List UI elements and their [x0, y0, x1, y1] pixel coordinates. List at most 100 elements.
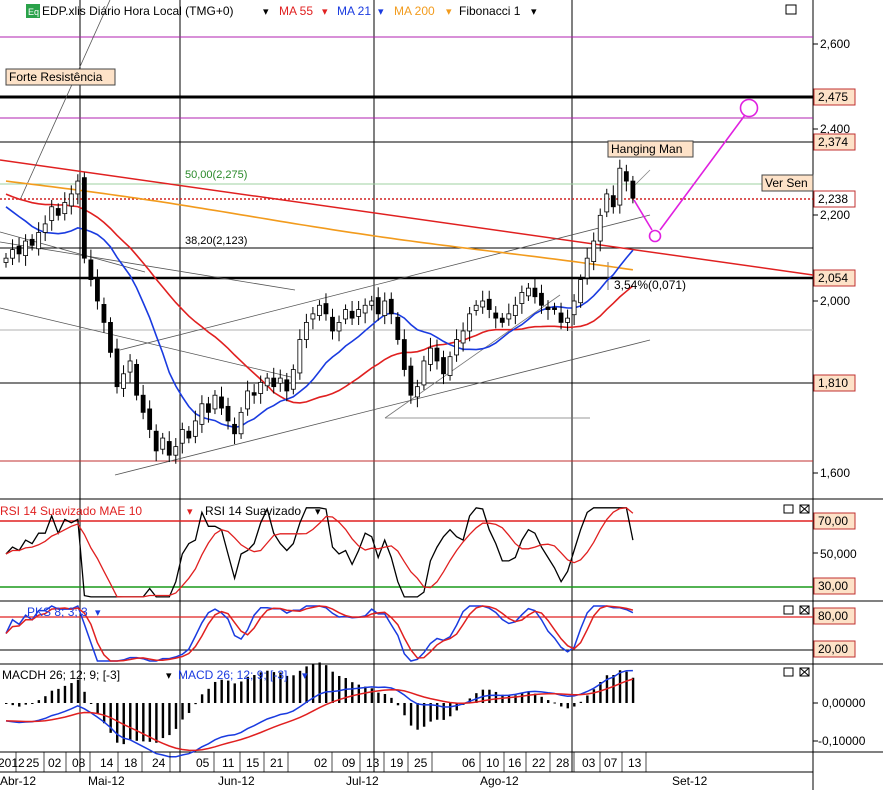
candle: [454, 329, 459, 362]
pks-panel: PKS 8; 3; 3 ▾ 80,00 20,00: [0, 604, 856, 662]
day-label: 25: [414, 756, 428, 770]
macd-hist-bar: [520, 693, 524, 703]
level-label: 2,374: [818, 135, 848, 149]
maximize-icon[interactable]: [785, 4, 797, 15]
ma21-path: [5, 206, 634, 429]
day-label: 15: [246, 756, 260, 770]
ma21-legend[interactable]: MA 21: [337, 4, 371, 18]
rsi-panel: RSI 14 Suavizado MAE 10 ▾ RSI 14 Suaviza…: [0, 504, 857, 598]
day-label: 11: [222, 756, 235, 770]
candle: [571, 294, 577, 325]
pks-close-icon[interactable]: [799, 605, 810, 615]
macdh-legend[interactable]: MACDH 26; 12; 9; [-3]: [2, 668, 120, 682]
macd-hist-bar: [116, 703, 119, 743]
candle: [539, 284, 544, 314]
candle: [290, 364, 296, 395]
candle: [251, 384, 257, 404]
candle: [369, 295, 375, 311]
macd-maximize-icon[interactable]: [783, 667, 794, 677]
ma200-legend[interactable]: MA 200: [394, 4, 435, 18]
forte-resistencia-label: Forte Resistência: [5, 68, 116, 86]
candle: [245, 380, 251, 416]
candle: [75, 174, 81, 205]
symbol-dropdown-icon[interactable]: ▾: [263, 6, 269, 18]
candle: [356, 301, 362, 325]
rsi-legend[interactable]: RSI 14 Suavizado: [205, 504, 301, 518]
axis-label: 1,600: [820, 466, 850, 480]
ma55-line: [5, 193, 634, 404]
macd-hist-bar: [272, 672, 276, 703]
candle: [147, 400, 153, 439]
candle: [428, 337, 433, 372]
pks-dropdown-icon[interactable]: ▾: [95, 607, 101, 619]
candle: [467, 306, 473, 342]
macdh-dropdown-icon[interactable]: ▾: [166, 670, 172, 682]
time-axis: 2012 25 02 08 14 18 24 05 11 15 21 02 09 13 19 25 06 10 16…: [0, 752, 708, 788]
eq-badge: [26, 4, 40, 18]
candle: [545, 300, 551, 320]
fibonacci-legend[interactable]: Fibonacci 1: [459, 4, 521, 18]
pks-legend[interactable]: PKS 8; 3; 3: [27, 605, 88, 619]
ma21-dropdown-icon[interactable]: ▾: [378, 6, 384, 18]
candle: [395, 312, 401, 345]
candle: [160, 432, 166, 455]
macd-hist-bar: [246, 676, 250, 703]
month-label: Jun-12: [218, 774, 255, 788]
macd-hist-bar: [442, 703, 445, 720]
candle: [330, 308, 335, 340]
macd-hist-bar: [403, 703, 406, 716]
macd-dropdown-icon[interactable]: ▾: [302, 670, 308, 682]
macd-hist-bar: [305, 666, 308, 703]
candle: [382, 292, 388, 325]
day-label: 25: [26, 756, 40, 770]
rsi-mae-legend[interactable]: RSI 14 Suavizado MAE 10: [0, 504, 142, 518]
symbol-title[interactable]: EDP.xlis Diário Hora Local (TMG+0): [42, 4, 234, 18]
macd-hist-bar: [488, 689, 491, 703]
rsi-dropdown-icon[interactable]: ▾: [315, 506, 321, 518]
macd-close-icon[interactable]: [799, 667, 810, 677]
axis-label: 2,000: [820, 294, 850, 308]
hanging-man-label: Hanging Man: [607, 140, 694, 158]
ma55-legend[interactable]: MA 55: [279, 4, 313, 18]
candle: [493, 306, 499, 329]
ma200-dropdown-icon[interactable]: ▾: [446, 6, 452, 18]
candle: [401, 329, 407, 377]
ma55-dropdown-icon[interactable]: ▾: [322, 6, 328, 18]
day-label: 02: [314, 756, 328, 770]
macd-hist-bar: [57, 688, 60, 703]
macd-hist-bar: [351, 682, 354, 703]
svg-text:Ver Sen: Ver Sen: [765, 176, 808, 190]
candle: [578, 274, 584, 308]
macd-hist-bar: [220, 679, 223, 703]
macd-hist-bar: [318, 662, 321, 703]
pks-maximize-icon[interactable]: [783, 605, 794, 615]
macd-hist-bar: [514, 695, 517, 703]
macd-hist-bar: [181, 703, 184, 720]
candle: [140, 384, 146, 420]
rsi-maximize-icon[interactable]: [783, 504, 794, 514]
macd-hist-bar: [455, 703, 458, 711]
macd-panel: MACDH 26; 12; 9; [-3] ▾ MACD 26; 12; 9; …: [2, 662, 866, 758]
macd-hist-bar: [155, 703, 158, 743]
rsi-close-icon[interactable]: [799, 504, 810, 514]
macd-hist-bar: [618, 670, 622, 703]
macd-legend[interactable]: MACD 26; 12; 9; [-3]: [178, 668, 287, 682]
macd-hist-bar: [63, 685, 67, 703]
fibonacci-dropdown-icon[interactable]: ▾: [531, 6, 537, 18]
rsi-mae-dropdown-icon[interactable]: ▾: [187, 506, 193, 518]
macd-hist-bar: [50, 690, 54, 703]
axis-label: 2,200: [820, 208, 850, 222]
day-label: 24: [152, 756, 166, 770]
macd-hist-bar: [259, 672, 263, 703]
candle: [166, 431, 172, 463]
macd-hist-bar: [207, 688, 210, 703]
candle: [68, 185, 74, 215]
fib-pct-label: 3,54%(0,071): [614, 278, 686, 292]
candle: [460, 322, 466, 352]
macd-hist-bar: [227, 680, 230, 703]
day-label: 18: [124, 756, 138, 770]
macd-hist-bar: [612, 675, 615, 703]
day-label: 02: [48, 756, 62, 770]
